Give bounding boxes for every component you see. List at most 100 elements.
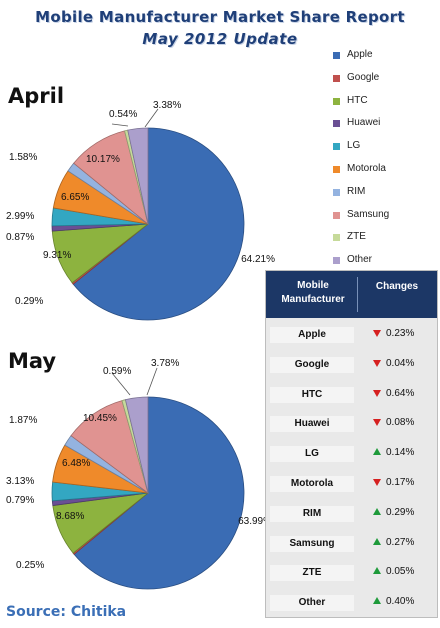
legend-swatch [333,211,340,219]
pie-april [51,127,245,321]
legend-swatch [333,165,340,173]
data-label-huawei: 0.87% [6,232,34,243]
legend-item-huawei: Huawei [333,116,433,139]
manufacturer-cell: Motorola [270,476,354,492]
table-row: Google 0.04% [266,350,437,379]
manufacturer-cell: RIM [270,505,354,522]
triangle-up-icon [373,448,381,456]
data-label-htc: 9.31% [43,250,71,261]
change-cell: 0.04% [386,357,415,369]
legend-swatch [333,188,340,196]
data-label-other: 3.78% [151,358,179,369]
data-label-lg: 2.99% [6,211,34,222]
change-cell: 0.29% [386,506,415,518]
data-label-apple: 64.21% [241,254,275,265]
legend-item-htc: HTC [333,94,433,117]
legend-item-apple: Apple [333,48,433,71]
manufacturer-cell: HTC [270,386,354,403]
column-header-changes: Changes [375,281,419,292]
table-row: Motorola 0.17% [266,469,437,498]
data-label-motorola: 6.65% [61,192,89,203]
data-label-other: 3.38% [153,100,181,111]
data-label-samsung: 10.45% [83,413,117,424]
pie-slice-other [127,127,149,225]
change-cell: 0.14% [386,447,415,459]
table-row: Huawei 0.08% [266,409,437,438]
legend-item-zte: ZTE [333,230,433,253]
triangle-down-icon [373,419,381,427]
legend-label: Motorola [347,162,386,174]
pie-slice-apple [72,127,245,321]
leader-line [111,372,131,396]
report-subtitle: May 2012 Update [142,30,298,48]
change-cell: 0.08% [386,417,415,429]
legend-swatch [333,52,340,59]
legend: Apple Google HTC Huawei LG Motorola RIM Samsung… [333,48,433,276]
changes-table: Mobile Manufacturer Changes Apple 0.23% Go… [265,270,438,618]
pie-may [51,396,245,590]
data-label-zte: 0.59% [103,366,131,377]
report-title: Mobile Manufacturer Market Share Report [35,8,405,26]
triangle-up-icon [373,507,381,515]
data-label-samsung: 10.17% [86,154,120,165]
table-row: HTC 0.64% [266,380,437,409]
legend-label: ZTE [347,231,366,243]
pie-slice-apple [73,396,245,590]
triangle-up-icon [373,597,381,605]
data-label-lg: 3.13% [6,476,34,487]
manufacturer-cell: Huawei [270,416,354,433]
legend-swatch [333,143,340,151]
legend-label: LG [347,140,361,152]
data-label-rim: 1.87% [9,415,37,426]
legend-item-google: Google [333,71,433,94]
manufacturer-cell: Apple [270,327,354,343]
data-label-htc: 8.68% [56,511,84,522]
april-chart-title: April [8,84,65,108]
may-chart-title: May [8,349,57,373]
legend-label: Samsung [347,208,390,220]
change-cell: 0.23% [386,328,415,339]
legend-swatch [333,74,340,82]
data-label-apple: 63.99% [238,516,272,527]
legend-swatch [333,120,340,128]
triangle-up-icon [373,537,381,545]
manufacturer-cell: Other [270,595,354,612]
legend-item-samsung: Samsung [333,208,433,231]
legend-swatch [333,97,340,105]
change-cell: 0.64% [386,387,415,399]
table-header: Mobile Manufacturer Changes [266,271,437,318]
column-header-manufacturer: Mobile Manufacturer [281,280,345,305]
header-divider [357,277,358,312]
triangle-down-icon [373,389,381,397]
triangle-down-icon [373,359,381,367]
manufacturer-cell: Samsung [270,535,354,552]
leader-line [144,108,159,128]
change-cell: 0.05% [386,566,415,578]
data-label-motorola: 6.48% [62,458,90,469]
data-label-huawei: 0.79% [6,495,34,506]
legend-item-motorola: Motorola [333,162,433,185]
pie-slice-other [124,396,149,494]
legend-label: HTC [347,94,368,106]
triangle-down-icon [373,479,381,486]
legend-swatch [333,257,340,265]
table-row: ZTE 0.05% [266,558,437,587]
manufacturer-cell: ZTE [270,565,354,582]
source-caption: Source: Chitika [6,604,127,620]
table-row: Other 0.40% [266,588,437,617]
data-label-rim: 1.58% [9,152,37,163]
manufacturer-cell: Google [270,356,354,373]
legend-label: Huawei [347,117,381,129]
table-row: LG 0.14% [266,439,437,468]
table-row: RIM 0.29% [266,499,437,528]
legend-label: RIM [347,185,366,197]
legend-swatch [333,234,340,242]
table-row: Apple 0.23% [266,320,437,349]
legend-item-lg: LG [333,139,433,162]
data-label-google: 0.29% [15,296,43,307]
data-label-zte: 0.54% [109,109,137,120]
data-label-google: 0.25% [16,560,44,571]
change-cell: 0.40% [386,596,415,608]
legend-item-other: Other [333,253,433,276]
